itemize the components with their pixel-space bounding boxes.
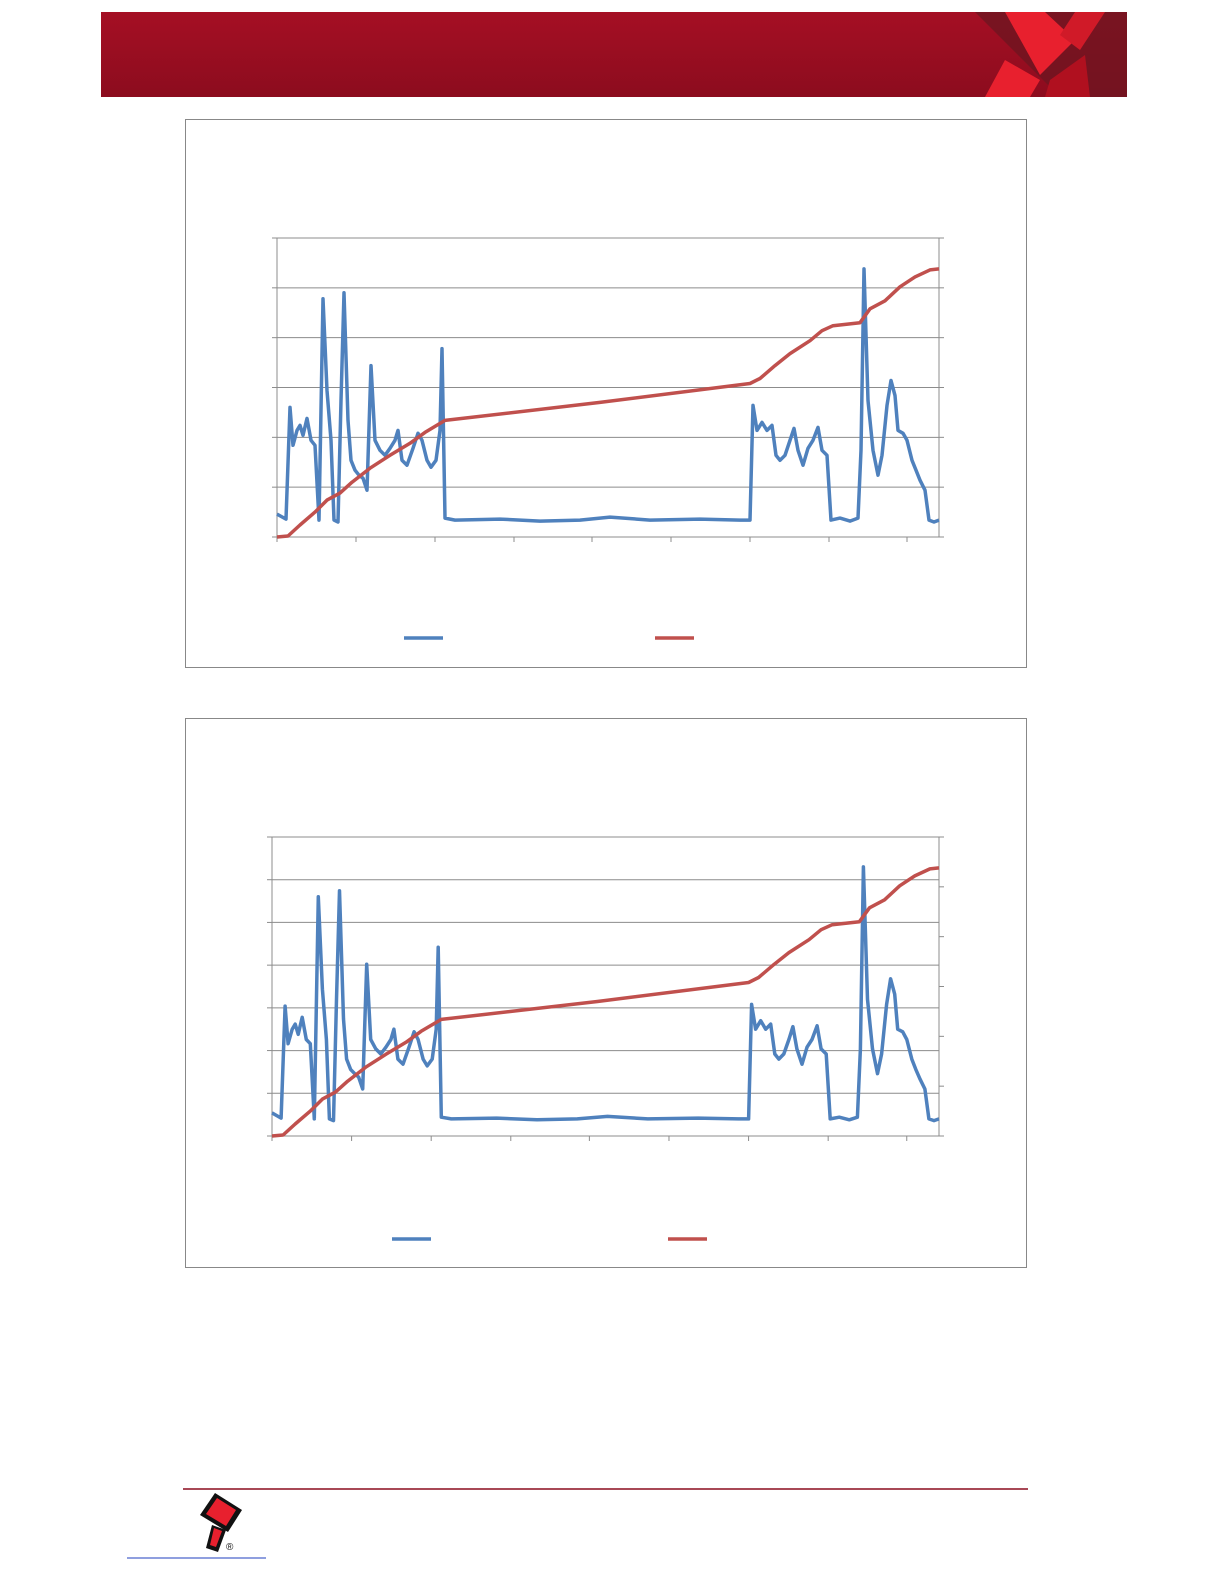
logo: ® <box>200 1493 242 1553</box>
series-line <box>271 866 940 1138</box>
series-line <box>276 267 940 539</box>
logo-mark: ® <box>226 1542 234 1553</box>
series-line <box>271 865 940 1123</box>
series-line <box>276 267 940 524</box>
header-banner <box>101 12 1127 97</box>
chart-frame <box>185 718 1027 1268</box>
chart-frame <box>185 119 1027 668</box>
